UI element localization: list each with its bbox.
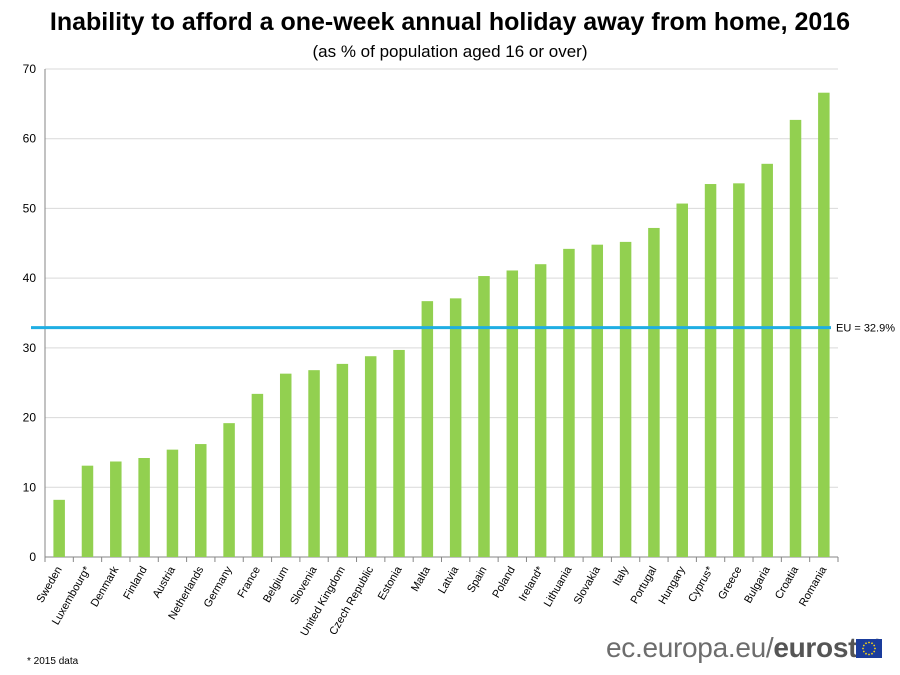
x-tick-label: Estonia <box>376 564 405 603</box>
y-tick-label: 70 <box>23 62 37 76</box>
bar <box>733 183 745 557</box>
bar <box>761 163 773 557</box>
bar <box>364 356 377 557</box>
footnote: * 2015 data <box>27 656 79 667</box>
x-tick-label: Slovenia <box>288 564 320 607</box>
bar <box>619 241 632 558</box>
bar <box>223 423 235 557</box>
x-tick-label: Slovakia <box>572 564 604 607</box>
bar <box>591 244 604 557</box>
x-tick-label: Belgium <box>261 565 291 605</box>
x-tick-label: Greece <box>716 565 744 602</box>
bar <box>166 449 179 557</box>
eu-flag-icon <box>856 639 882 658</box>
x-tick-label: Malta <box>409 564 433 594</box>
bar <box>648 227 660 557</box>
bar <box>534 264 547 557</box>
bar <box>251 393 264 557</box>
x-tick-label: Portugal <box>629 565 660 606</box>
bar <box>563 248 575 557</box>
x-tick-label: Hungary <box>657 564 688 606</box>
x-tick-label: Bulgaria <box>742 564 773 606</box>
eurostat-logo-text: ec.europa.eu/eurostat <box>606 632 882 664</box>
x-tick-label: Germany <box>202 564 235 610</box>
bar <box>53 499 65 557</box>
x-tick-label: Austria <box>151 564 179 600</box>
chart-title: Inability to afford a one-week annual ho… <box>49 8 851 36</box>
x-tick-label: Cyprus* <box>686 564 716 605</box>
x-tick-label: Finland <box>121 565 149 602</box>
x-tick-label: Sweden <box>34 565 64 605</box>
bar <box>110 461 122 557</box>
bar <box>336 363 349 557</box>
x-tick-label: Italy <box>611 564 632 588</box>
bar <box>279 373 292 557</box>
bar <box>704 184 717 557</box>
bar <box>789 119 802 558</box>
y-tick-label: 60 <box>23 132 37 146</box>
y-tick-label: 40 <box>23 271 37 285</box>
chart-subtitle: (as % of population aged 16 or over) <box>312 42 588 61</box>
x-tick-label: Spain <box>465 565 489 595</box>
y-tick-label: 30 <box>23 341 37 355</box>
eu-average-label: EU = 32.9% <box>836 323 895 335</box>
y-tick-label: 20 <box>23 411 37 425</box>
bar <box>478 276 490 557</box>
x-tick-label: Latvia <box>436 564 462 596</box>
y-tick-label: 0 <box>29 550 36 564</box>
bar <box>506 270 519 557</box>
x-tick-label: Lithuania <box>542 564 575 609</box>
bar <box>138 458 150 557</box>
x-tick-label: Ireland* <box>517 564 547 603</box>
y-tick-label: 10 <box>23 480 37 494</box>
bar <box>195 444 207 557</box>
bar <box>308 370 320 557</box>
x-tick-label: Croatia <box>773 564 802 601</box>
bar <box>676 203 688 557</box>
bar <box>81 465 94 557</box>
x-tick-label: Denmark <box>89 564 122 609</box>
brand-url: ec.europa.eu/ <box>606 632 774 663</box>
bar <box>421 301 434 557</box>
bar <box>449 298 462 557</box>
x-tick-label: Poland <box>490 565 518 601</box>
bar <box>818 92 830 558</box>
bar <box>393 349 405 557</box>
y-tick-label: 50 <box>23 201 37 215</box>
x-tick-label: Romania <box>797 564 830 609</box>
x-tick-label: France <box>235 565 263 601</box>
